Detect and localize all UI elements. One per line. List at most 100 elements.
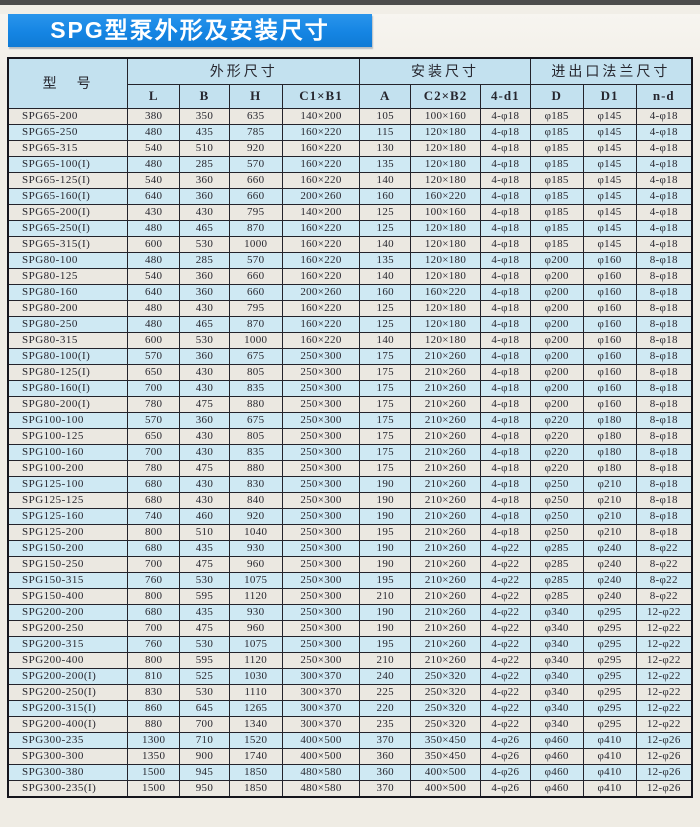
model-cell: SPG100-200 xyxy=(7,459,129,477)
value-cell: 160×220 xyxy=(281,235,361,253)
value-cell: 920 xyxy=(228,139,283,157)
model-cell: SPG80-250 xyxy=(7,315,129,333)
value-cell: 125 xyxy=(359,315,412,333)
value-cell: 800 xyxy=(127,587,181,605)
table-row: SPG65-250 480 435 785 160×220 115 120×180 4-φ18… xyxy=(7,123,693,141)
value-cell: 4-φ18 xyxy=(479,475,531,493)
value-cell: φ185 xyxy=(529,187,584,205)
model-cell: SPG65-200(I) xyxy=(7,203,129,221)
model-cell: SPG150-250 xyxy=(7,555,129,573)
value-cell: φ285 xyxy=(529,555,584,573)
value-cell: φ200 xyxy=(529,251,584,269)
value-cell: φ460 xyxy=(529,747,584,765)
value-cell: 4-φ26 xyxy=(479,731,531,749)
value-cell: 1740 xyxy=(228,747,283,765)
value-cell: 175 xyxy=(359,411,412,429)
value-cell: 8-φ18 xyxy=(635,251,693,269)
table-row: SPG80-160(I) 700 430 835 250×300 175 210×260 4-… xyxy=(7,379,693,397)
value-cell: 250×300 xyxy=(281,411,361,429)
value-cell: 4-φ18 xyxy=(635,187,693,205)
model-cell: SPG200-400(I) xyxy=(7,715,129,733)
value-cell: 250×300 xyxy=(281,539,361,557)
value-cell: 8-φ18 xyxy=(635,427,693,445)
value-cell: 140×200 xyxy=(281,107,361,125)
value-cell: 430 xyxy=(127,203,181,221)
value-cell: 900 xyxy=(179,747,230,765)
value-cell: 250×300 xyxy=(281,587,361,605)
model-cell: SPG200-250 xyxy=(7,619,129,637)
value-cell: 250×320 xyxy=(410,683,481,701)
value-cell: φ160 xyxy=(582,299,637,317)
value-cell: 4-φ18 xyxy=(479,347,531,365)
value-cell: 4-φ18 xyxy=(635,107,693,125)
model-cell: SPG100-100 xyxy=(7,411,129,429)
value-cell: 4-φ18 xyxy=(479,155,531,173)
value-cell: 220 xyxy=(359,699,412,717)
value-cell: 120×180 xyxy=(410,155,481,173)
value-cell: 4-φ26 xyxy=(479,763,531,781)
value-cell: 210×260 xyxy=(410,555,481,573)
value-cell: φ220 xyxy=(529,443,584,461)
value-cell: 475 xyxy=(179,619,230,637)
value-cell: 350×450 xyxy=(410,747,481,765)
value-cell: 190 xyxy=(359,539,412,557)
table-row: SPG300-300 1350 900 1740 400×500 360 350×450 4-… xyxy=(7,747,693,765)
value-cell: 210×260 xyxy=(410,347,481,365)
model-cell: SPG125-160 xyxy=(7,507,129,525)
value-cell: 675 xyxy=(228,411,283,429)
value-cell: 115 xyxy=(359,123,412,141)
value-cell: 120×180 xyxy=(410,123,481,141)
value-cell: φ160 xyxy=(582,347,637,365)
table-row: SPG200-200(I) 810 525 1030 300×370 240 250×320… xyxy=(7,667,693,685)
column-group-flange-dimensions: 进出口法兰尺寸 xyxy=(529,57,693,85)
model-cell: SPG65-315 xyxy=(7,139,129,157)
value-cell: 530 xyxy=(179,683,230,701)
value-cell: 4-φ18 xyxy=(635,171,693,189)
table-row: SPG80-100(I) 570 360 675 250×300 175 210×260 4-… xyxy=(7,347,693,365)
value-cell: 8-φ18 xyxy=(635,347,693,365)
value-cell: φ340 xyxy=(529,683,584,701)
value-cell: φ295 xyxy=(582,683,637,701)
value-cell: 530 xyxy=(179,331,230,349)
value-cell: 4-φ22 xyxy=(479,715,531,733)
value-cell: 475 xyxy=(179,395,230,413)
value-cell: 530 xyxy=(179,235,230,253)
value-cell: 480 xyxy=(127,155,181,173)
value-cell: 600 xyxy=(127,235,181,253)
value-cell: 430 xyxy=(179,379,230,397)
value-cell: φ410 xyxy=(582,731,637,749)
table-row: SPG150-400 800 595 1120 250×300 210 210×260 4-φ… xyxy=(7,587,693,605)
value-cell: 300×370 xyxy=(281,715,361,733)
value-cell: φ250 xyxy=(529,491,584,509)
value-cell: φ200 xyxy=(529,395,584,413)
value-cell: 465 xyxy=(179,219,230,237)
value-cell: 880 xyxy=(228,459,283,477)
value-cell: 660 xyxy=(228,283,283,301)
value-cell: 8-φ18 xyxy=(635,475,693,493)
value-cell: 4-φ18 xyxy=(479,235,531,253)
value-cell: 225 xyxy=(359,683,412,701)
value-cell: φ220 xyxy=(529,459,584,477)
value-cell: φ460 xyxy=(529,763,584,781)
value-cell: 210×260 xyxy=(410,539,481,557)
model-cell: SPG65-250(I) xyxy=(7,219,129,237)
value-cell: 710 xyxy=(179,731,230,749)
value-cell: φ285 xyxy=(529,539,584,557)
value-cell: 430 xyxy=(179,299,230,317)
value-cell: 140 xyxy=(359,267,412,285)
table-row: SPG300-235 1300 710 1520 400×500 370 350×450 4-… xyxy=(7,731,693,749)
value-cell: φ145 xyxy=(582,171,637,189)
value-cell: 120×180 xyxy=(410,331,481,349)
value-cell: 250×300 xyxy=(281,443,361,461)
value-cell: φ185 xyxy=(529,235,584,253)
value-cell: 12-φ22 xyxy=(635,651,693,669)
value-cell: 680 xyxy=(127,539,181,557)
value-cell: 8-φ18 xyxy=(635,395,693,413)
value-cell: 250×300 xyxy=(281,635,361,653)
table-row: SPG80-160 640 360 660 200×260 160 160×220 4-φ18… xyxy=(7,283,693,301)
value-cell: 1350 xyxy=(127,747,181,765)
value-cell: 400×500 xyxy=(410,779,481,797)
value-cell: 120×180 xyxy=(410,315,481,333)
value-cell: 800 xyxy=(127,651,181,669)
value-cell: 8-φ18 xyxy=(635,491,693,509)
